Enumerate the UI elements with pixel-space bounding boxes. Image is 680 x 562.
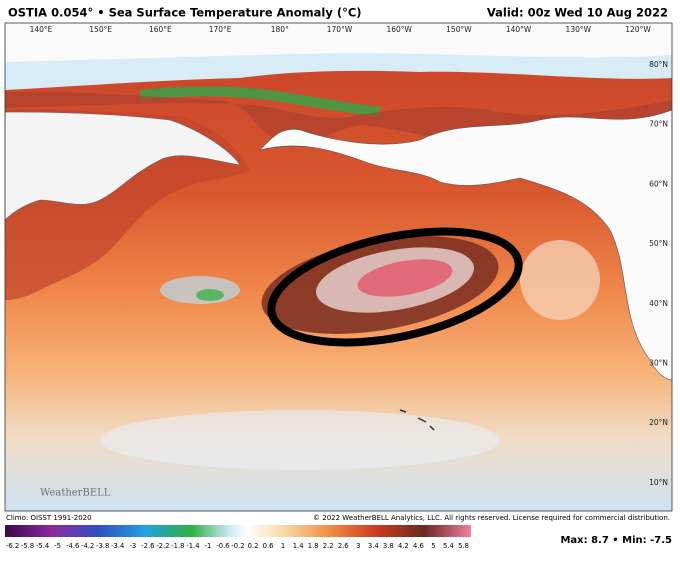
colorbar-label: -3.8 bbox=[96, 542, 109, 550]
watermark: WeatherBELL bbox=[40, 488, 111, 499]
lon-label: 170°W bbox=[327, 25, 353, 34]
lat-label: 40°N bbox=[649, 299, 668, 308]
colorbar-label: -3.4 bbox=[111, 542, 124, 550]
lon-label: 150°W bbox=[446, 25, 472, 34]
colorbar-label: 4.2 bbox=[398, 542, 409, 550]
lat-label: 80°N bbox=[649, 60, 668, 69]
colorbar-label: 4.6 bbox=[413, 542, 424, 550]
colorbar-label: 3 bbox=[356, 542, 360, 550]
colorbar-label: -0.6 bbox=[216, 542, 229, 550]
colorbar-labels: -6.2 -5.8 -5.4 -5 -4.6 -4.2 -3.8 -3.4 -3 -2.6 -2.2… bbox=[6, 542, 469, 550]
lon-label: 140°E bbox=[30, 25, 53, 34]
lon-label: 140°W bbox=[506, 25, 532, 34]
colorbar-label: -5.4 bbox=[36, 542, 49, 550]
colorbar-label: 1.8 bbox=[308, 542, 319, 550]
colorbar-label: -6.2 bbox=[6, 542, 19, 550]
colorbar-label: -3 bbox=[129, 542, 136, 550]
colorbar-label: -1 bbox=[205, 542, 212, 550]
colorbar-label: 2.6 bbox=[338, 542, 349, 550]
lon-label: 180° bbox=[271, 25, 289, 34]
climo: Climo: OISST 1991-2020 bbox=[6, 514, 92, 522]
cool-patch bbox=[160, 276, 240, 304]
arctic-anomaly bbox=[139, 86, 381, 117]
lon-label: 170°E bbox=[209, 25, 232, 34]
title: OSTIA 0.054° • Sea Surface Temperature A… bbox=[8, 6, 362, 20]
tropical-cool bbox=[100, 410, 500, 470]
colorbar-label: -0.2 bbox=[231, 542, 244, 550]
colorbar-label: 1.4 bbox=[293, 542, 304, 550]
colorbar-label: -2.6 bbox=[141, 542, 154, 550]
stats: Max: 8.7 • Min: -7.5 bbox=[560, 535, 672, 546]
colorbar-label: 1 bbox=[281, 542, 285, 550]
copyright: © 2022 WeatherBELL Analytics, LLC. All r… bbox=[313, 514, 670, 522]
lat-label: 30°N bbox=[649, 359, 668, 368]
colorbar-label: 5.8 bbox=[458, 542, 469, 550]
lat-label: 10°N bbox=[649, 478, 668, 487]
colorbar-label: -5 bbox=[54, 542, 61, 550]
asia-land bbox=[4, 111, 241, 221]
lat-label: 50°N bbox=[649, 239, 668, 248]
colorbar-label: 3.8 bbox=[383, 542, 394, 550]
arctic-land bbox=[5, 23, 672, 62]
colorbar-label: 5 bbox=[431, 542, 435, 550]
colorbar-label: -1.4 bbox=[186, 542, 199, 550]
cool-patch bbox=[520, 240, 600, 320]
lat-label: 60°N bbox=[649, 179, 668, 188]
colorbar-label: 0.6 bbox=[263, 542, 274, 550]
highlight-ellipse bbox=[267, 227, 523, 347]
lon-label: 150°E bbox=[89, 25, 112, 34]
latitude-labels: 80°N 70°N 60°N 50°N 40°N 30°N 20°N 10°N bbox=[649, 60, 668, 487]
colorbar-label: 3.4 bbox=[368, 542, 379, 550]
colorbar-label: -5.8 bbox=[21, 542, 34, 550]
colorbar-label: 2.2 bbox=[323, 542, 334, 550]
north-america bbox=[259, 109, 673, 381]
lat-label: 20°N bbox=[649, 418, 668, 427]
colorbar-label: -2.2 bbox=[156, 542, 169, 550]
heatwave-core bbox=[357, 259, 453, 297]
longitude-labels: 140°E 150°E 160°E 170°E 180° 170°W 160°W 150°W 1… bbox=[30, 25, 652, 34]
colorbar-label: -4.2 bbox=[81, 542, 94, 550]
valid-time: Valid: 00z Wed 10 Aug 2022 bbox=[487, 6, 668, 20]
lon-label: 160°W bbox=[386, 25, 412, 34]
colorbar-label: -4.6 bbox=[66, 542, 79, 550]
hawaii bbox=[399, 409, 435, 431]
colorbar-label: 0.2 bbox=[248, 542, 259, 550]
colorbar-label: 5.4 bbox=[443, 542, 454, 550]
lat-label: 70°N bbox=[649, 120, 668, 129]
map: WeatherBELL bbox=[4, 23, 673, 511]
colorbar-label: -1.8 bbox=[171, 542, 184, 550]
cool-patch bbox=[196, 289, 224, 301]
lon-label: 130°W bbox=[566, 25, 592, 34]
map-frame bbox=[4, 22, 673, 512]
lon-label: 160°E bbox=[149, 25, 172, 34]
colorbar bbox=[5, 525, 471, 537]
lon-label: 120°W bbox=[625, 25, 651, 34]
